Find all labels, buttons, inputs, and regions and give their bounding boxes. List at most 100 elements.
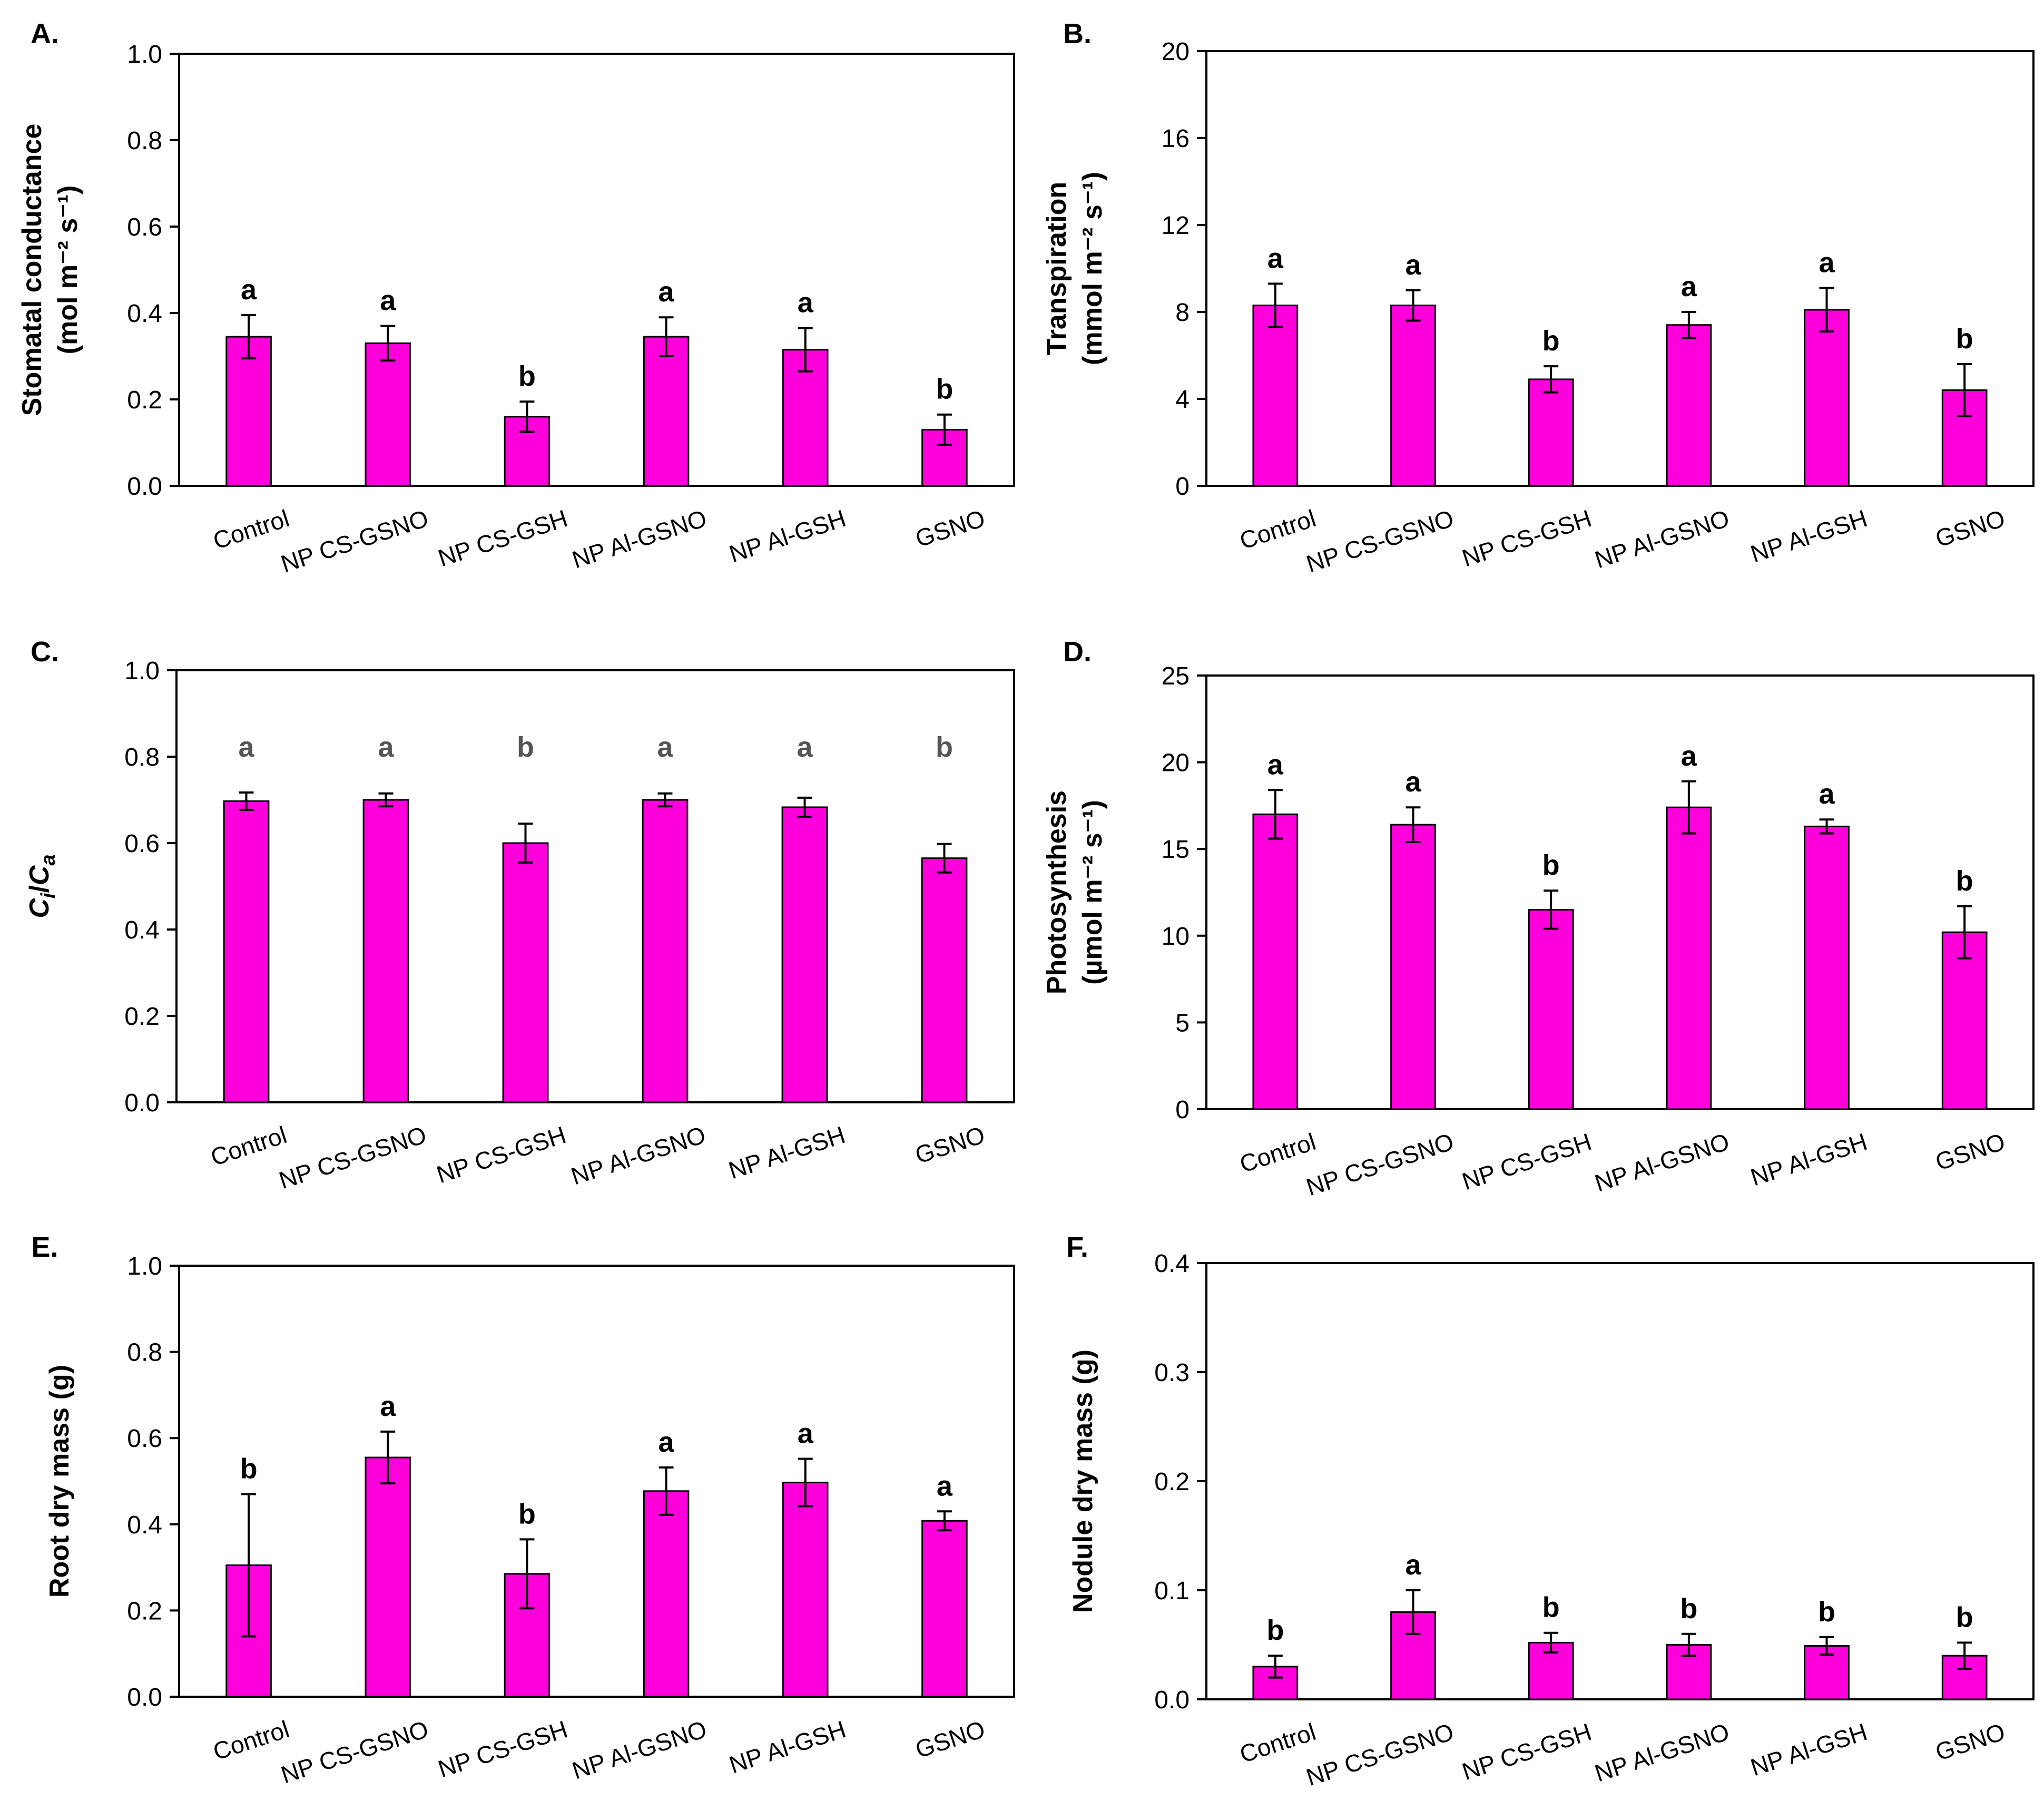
bar [1252, 813, 1299, 1110]
significance-letter: b [1956, 865, 1973, 897]
panel-a: A. 0.0 0.2 0.4 0.6 0.8 1.0 Stomatal conductance… [17, 18, 1015, 578]
bar [1666, 1644, 1712, 1700]
panel-label: D. [1063, 636, 1092, 668]
significance-letter: b [1266, 1615, 1284, 1646]
category-label: NP Al-GSH [1747, 1128, 1871, 1191]
category-label: Control [210, 504, 292, 554]
significance-letter: a [1405, 1549, 1421, 1581]
category-label: NP CS-GSH [1459, 504, 1595, 572]
category-label: NP CS-GSH [1459, 1718, 1595, 1785]
significance-letter: a [937, 1470, 953, 1502]
category-label: Control [210, 1715, 292, 1765]
category-label: NP Al-GSH [1747, 504, 1871, 568]
significance-letter: a [1405, 249, 1421, 281]
category-label: NP CS-GSNO [1303, 504, 1457, 578]
category-label: Control [207, 1121, 290, 1171]
significance-letter: b [936, 731, 953, 763]
bar [1804, 309, 1850, 487]
bar [921, 857, 968, 1103]
significance-letter: b [1956, 1601, 1973, 1633]
panel-label: A. [31, 18, 59, 50]
significance-letter: a [659, 1426, 675, 1458]
y-tick-label: 0.3 [1154, 1359, 1190, 1387]
y-tick-label: 5 [1175, 1009, 1190, 1037]
plot-frame [1205, 50, 2035, 487]
y-axis-unit: (µmol m⁻² s⁻¹) [1077, 800, 1108, 985]
category-label: GSNO [1932, 1718, 2008, 1766]
y-axis-unit: (mmol m⁻² s⁻¹) [1077, 172, 1108, 365]
category-label: NP Al-GSH [726, 1715, 849, 1778]
category-label: GSNO [1932, 504, 2008, 552]
significance-letter: b [1542, 325, 1560, 357]
y-tick-label: 1.0 [124, 657, 160, 685]
significance-letter: b [518, 360, 536, 392]
category-label: NP CS-GSNO [278, 1715, 431, 1788]
significance-letter: a [380, 285, 396, 317]
category-label: NP Al-GSNO [567, 1121, 709, 1190]
y-axis-label: Nodule dry mass (g) [1068, 1349, 1098, 1613]
category-label: NP CS-GSNO [278, 504, 431, 578]
y-tick-label: 0 [1175, 473, 1190, 501]
significance-letter: a [798, 1417, 814, 1449]
bar [502, 842, 549, 1103]
category-label: NP Al-GSH [726, 504, 849, 568]
y-tick-label: 0.6 [127, 213, 162, 241]
y-tick-label: 1.0 [127, 41, 162, 69]
y-tick-label: 8 [1175, 299, 1190, 327]
y-axis-unit: (mol m⁻² s⁻¹) [53, 185, 83, 355]
y-tick-label: 0.6 [124, 830, 160, 858]
y-tick-label: 0 [1175, 1096, 1190, 1124]
significance-letter: b [517, 731, 534, 763]
significance-letter: a [241, 274, 257, 306]
y-tick-label: 1.0 [127, 1253, 162, 1280]
significance-letter: a [380, 1391, 396, 1422]
y-tick-label: 0.0 [1154, 1686, 1190, 1714]
panel-f: F. 0.0 0.1 0.2 0.3 0.4 Nodule dry mass (g) b Con… [1066, 1231, 2035, 1791]
category-label: GSNO [912, 1715, 988, 1763]
bar [1804, 825, 1850, 1110]
bar [642, 799, 689, 1103]
y-axis-label: Transpiration [1041, 182, 1072, 355]
y-tick-label: 20 [1162, 749, 1190, 777]
panel-label: F. [1066, 1231, 1088, 1263]
category-label: NP Al-GSH [725, 1121, 849, 1184]
y-tick-label: 0.4 [127, 300, 162, 328]
significance-letter: a [659, 276, 675, 308]
category-label: GSNO [912, 1121, 988, 1169]
significance-letter: a [1819, 247, 1835, 279]
significance-letter: b [1542, 1592, 1560, 1623]
bar [225, 336, 272, 487]
significance-letter: a [378, 731, 394, 763]
significance-letter: b [1680, 1593, 1697, 1625]
category-label: NP CS-GSNO [1303, 1718, 1457, 1791]
bar [1528, 378, 1574, 487]
y-axis-label: Photosynthesis [1041, 790, 1072, 994]
plot-frame [1205, 1262, 2035, 1700]
significance-letter: a [798, 287, 814, 319]
significance-letter: b [936, 374, 953, 405]
y-tick-label: 0.0 [127, 1684, 162, 1711]
panel-label: E. [31, 1231, 58, 1263]
bar [921, 1520, 968, 1698]
category-label: Control [1236, 504, 1319, 554]
significance-letter: a [1267, 749, 1284, 780]
y-axis-label: Root dry mass (g) [44, 1365, 75, 1598]
category-label: NP Al-GSNO [1591, 1128, 1733, 1197]
plot-frame [178, 1265, 1015, 1698]
bar [1528, 908, 1574, 1110]
significance-letter: a [797, 731, 813, 763]
bar [1252, 305, 1299, 487]
y-tick-label: 0.6 [127, 1425, 162, 1453]
category-label: NP Al-GSNO [1591, 1718, 1733, 1787]
panel-e: E. 0.0 0.2 0.4 0.6 0.8 1.0 Root dry mass (g) b Co… [31, 1231, 1015, 1788]
y-tick-label: 0.8 [127, 127, 162, 155]
panel-label: C. [31, 636, 59, 668]
y-tick-label: 4 [1175, 386, 1190, 414]
significance-letter: a [1681, 271, 1697, 302]
y-tick-label: 20 [1162, 38, 1190, 66]
significance-letter: b [518, 1498, 536, 1530]
panel-label: B. [1063, 18, 1092, 50]
significance-letter: b [240, 1453, 258, 1485]
